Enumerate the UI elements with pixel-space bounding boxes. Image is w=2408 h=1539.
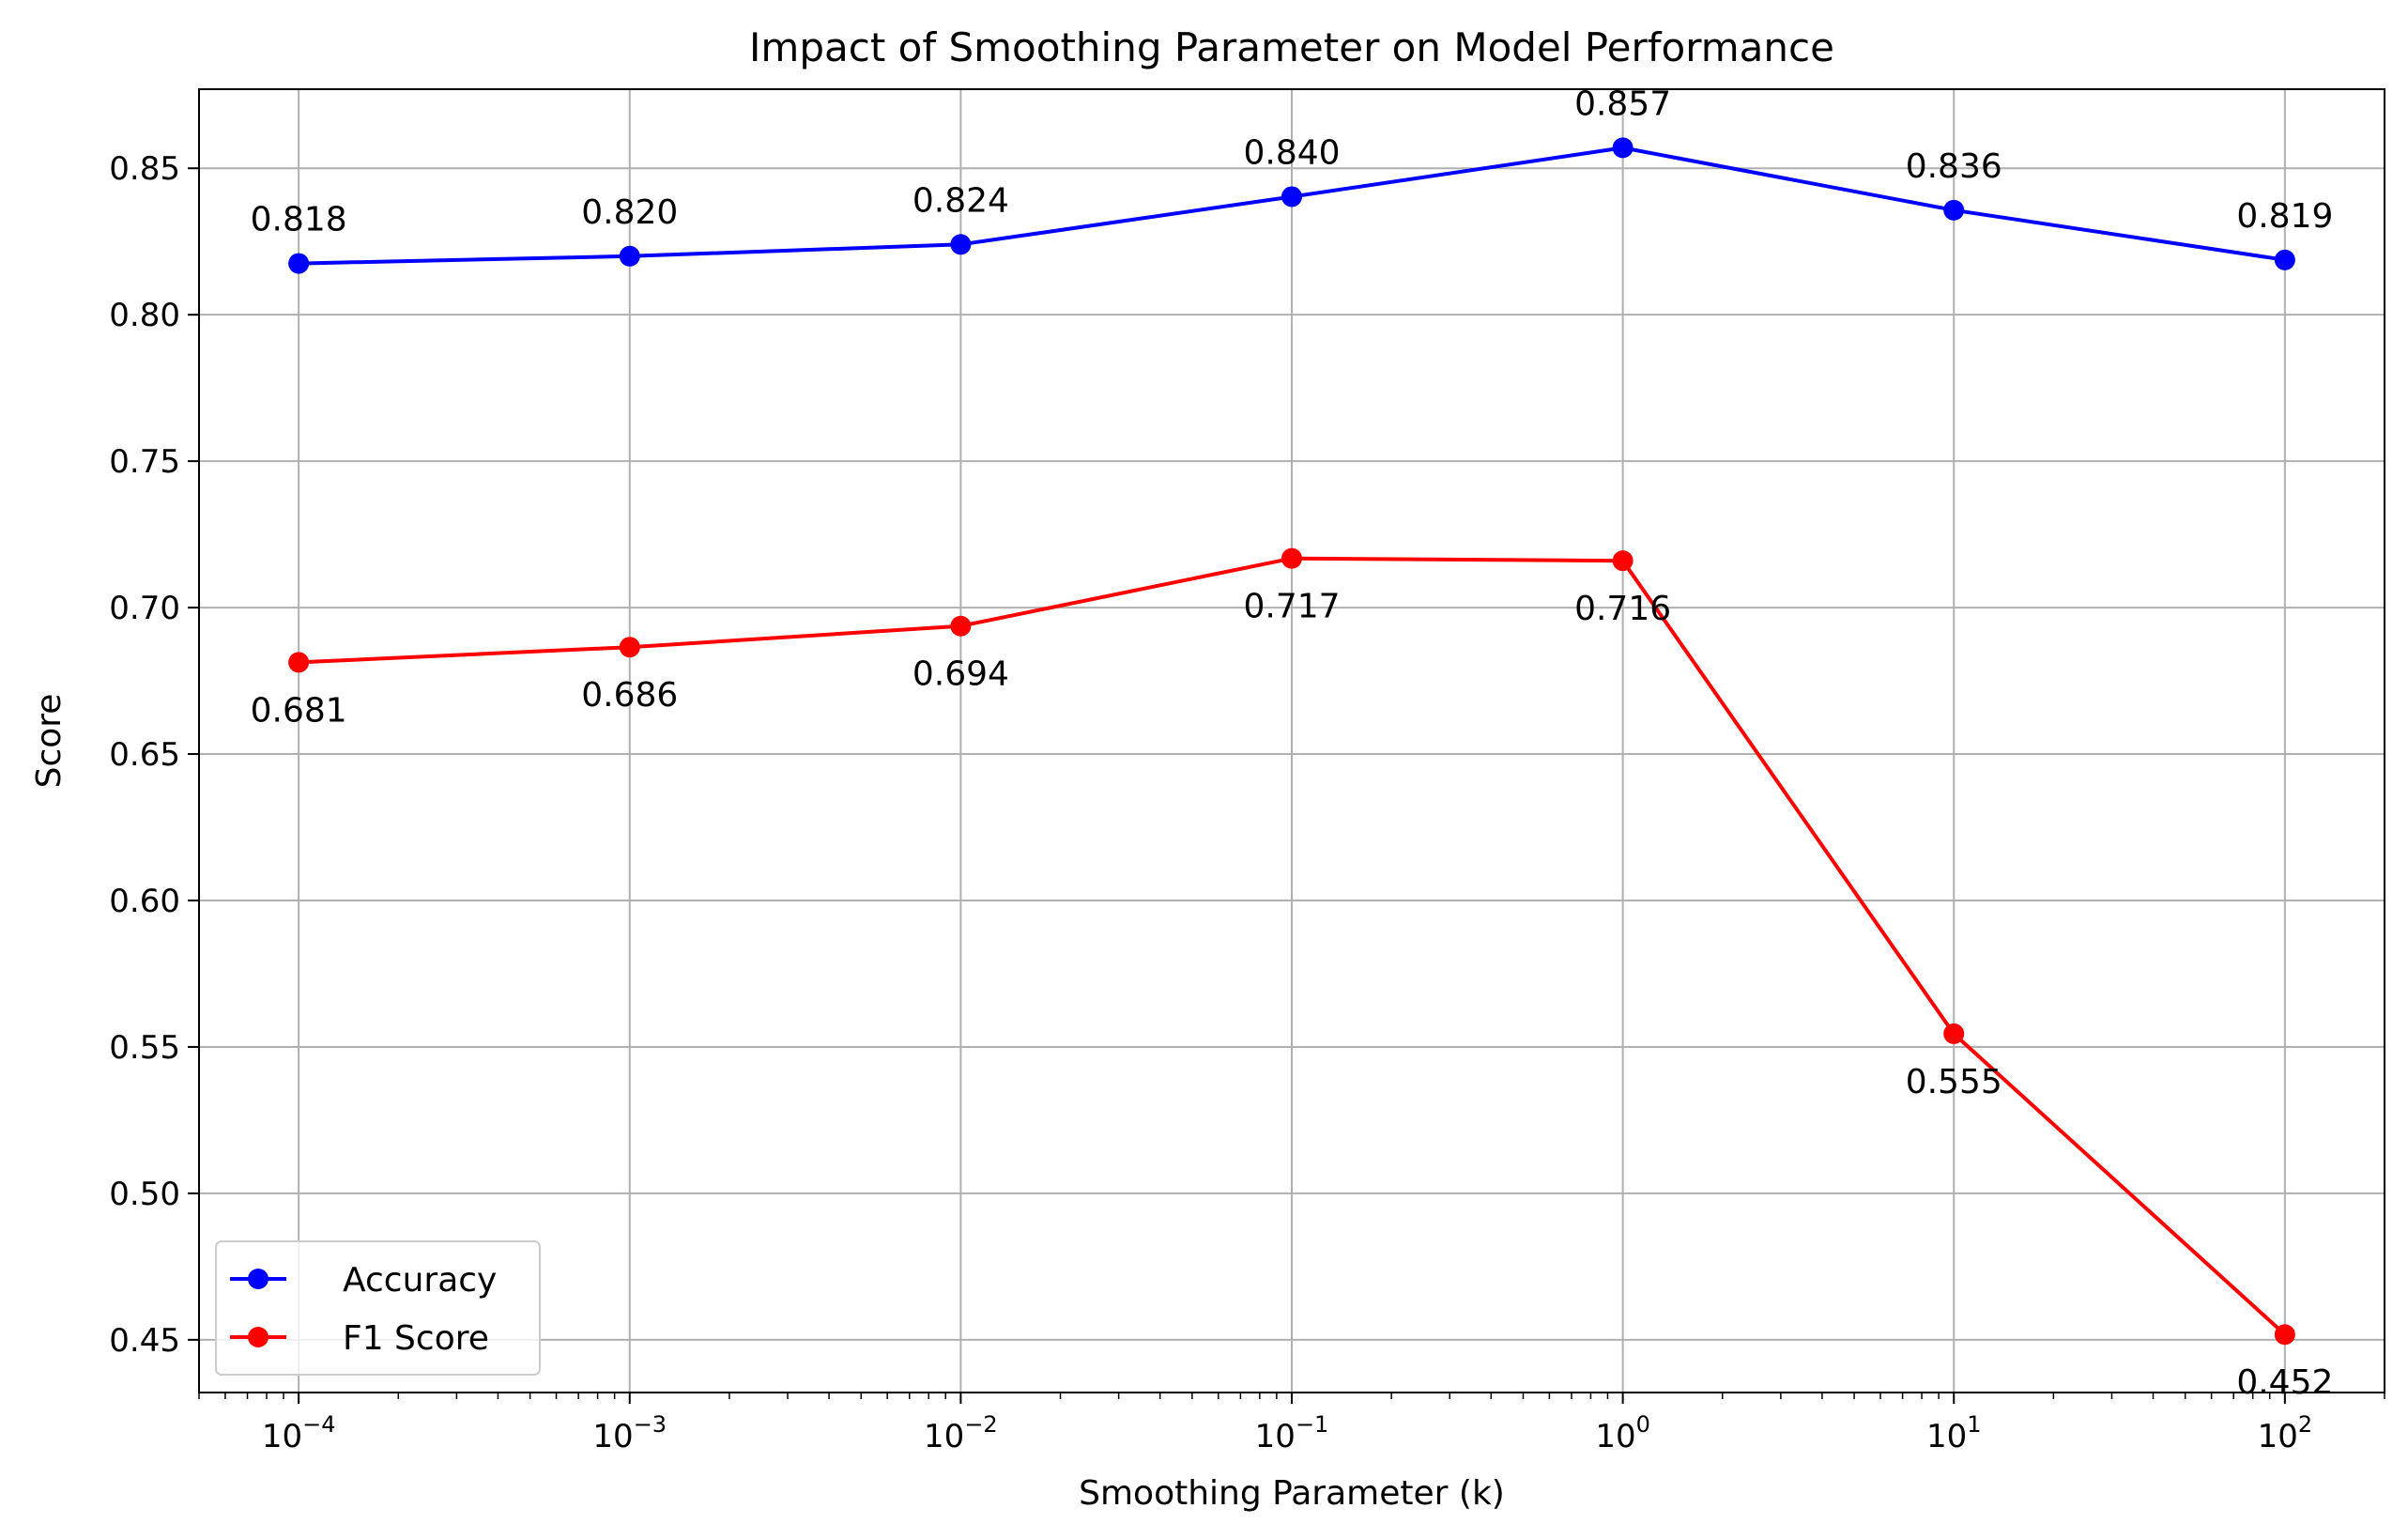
data-point [2274, 1324, 2295, 1346]
x-tick-base: 10 [1255, 1418, 1296, 1455]
grid [199, 89, 2385, 1393]
data-point [1281, 186, 1302, 208]
legend-label: F1 Score [343, 1319, 489, 1358]
x-tick-label: 10−4 [262, 1411, 336, 1455]
x-tick-exponent: −2 [964, 1411, 997, 1438]
x-tick-base: 10 [262, 1418, 302, 1455]
legend-marker [248, 1327, 268, 1347]
plot-series: 0.818 0.820 0.824 0.840 0.857 0.836 0.819 0.681… [251, 85, 2334, 1402]
legend-box [215, 1240, 541, 1376]
data-label: 0.840 [1243, 133, 1340, 172]
x-tick-base: 10 [924, 1418, 964, 1455]
x-tick-label: 10−1 [1255, 1411, 1329, 1455]
y-tick-label: 0.70 [109, 590, 180, 627]
axis-ticks: 0.450.500.550.600.650.700.750.800.8510−4… [109, 150, 2385, 1455]
x-tick-label: 10−2 [924, 1411, 998, 1455]
x-tick-exponent: 0 [1636, 1411, 1650, 1438]
x-tick-exponent: −1 [1296, 1411, 1328, 1438]
y-tick-label: 0.75 [109, 443, 180, 481]
x-tick-exponent: −4 [302, 1411, 335, 1438]
data-point [288, 253, 310, 274]
x-tick-base: 10 [2258, 1418, 2298, 1455]
data-label: 0.820 [581, 193, 678, 232]
data-point [1281, 547, 1302, 569]
data-point [2274, 249, 2295, 270]
chart-title: Impact of Smoothing Parameter on Model P… [749, 24, 1834, 70]
data-point [1943, 1023, 1965, 1044]
data-point [950, 615, 972, 637]
x-tick-base: 10 [592, 1418, 633, 1455]
data-label: 0.686 [581, 676, 678, 715]
data-point [619, 245, 640, 267]
legend: Accuracy F1 Score [215, 1240, 541, 1376]
x-tick-base: 10 [1595, 1418, 1635, 1455]
data-label: 0.818 [251, 201, 347, 239]
data-point [1612, 550, 1633, 572]
data-point [619, 637, 640, 658]
x-tick-label: 101 [1926, 1411, 1982, 1455]
y-tick-label: 0.85 [109, 150, 180, 188]
legend-marker [248, 1269, 268, 1289]
data-point [1612, 137, 1633, 159]
data-label: 0.824 [913, 181, 1009, 220]
data-label: 0.555 [1906, 1063, 2002, 1101]
legend-label: Accuracy [343, 1261, 497, 1300]
data-label: 0.694 [913, 655, 1009, 694]
data-point [288, 652, 310, 673]
x-tick-exponent: 2 [2298, 1411, 2312, 1438]
x-axis-label: Smoothing Parameter (k) [1079, 1474, 1505, 1513]
x-tick-label: 100 [1595, 1411, 1650, 1455]
x-tick-exponent: −3 [634, 1411, 667, 1438]
y-tick-label: 0.55 [109, 1029, 180, 1067]
y-tick-label: 0.60 [109, 883, 180, 920]
x-tick-base: 10 [1926, 1418, 1967, 1455]
data-label: 0.857 [1574, 85, 1671, 123]
y-axis-label: Score [30, 694, 69, 789]
x-tick-label: 10−3 [592, 1411, 667, 1455]
data-point [950, 234, 972, 255]
data-label: 0.819 [2236, 197, 2333, 236]
data-label: 0.681 [251, 691, 347, 730]
y-tick-label: 0.80 [109, 297, 180, 334]
x-tick-exponent: 1 [1967, 1411, 1981, 1438]
y-tick-label: 0.65 [109, 736, 180, 774]
data-label: 0.836 [1906, 147, 2002, 186]
y-tick-label: 0.50 [109, 1176, 180, 1213]
x-tick-label: 102 [2258, 1411, 2313, 1455]
y-tick-label: 0.45 [109, 1322, 180, 1360]
data-point [1943, 199, 1965, 221]
data-label: 0.717 [1243, 588, 1340, 626]
data-label: 0.716 [1574, 590, 1671, 628]
